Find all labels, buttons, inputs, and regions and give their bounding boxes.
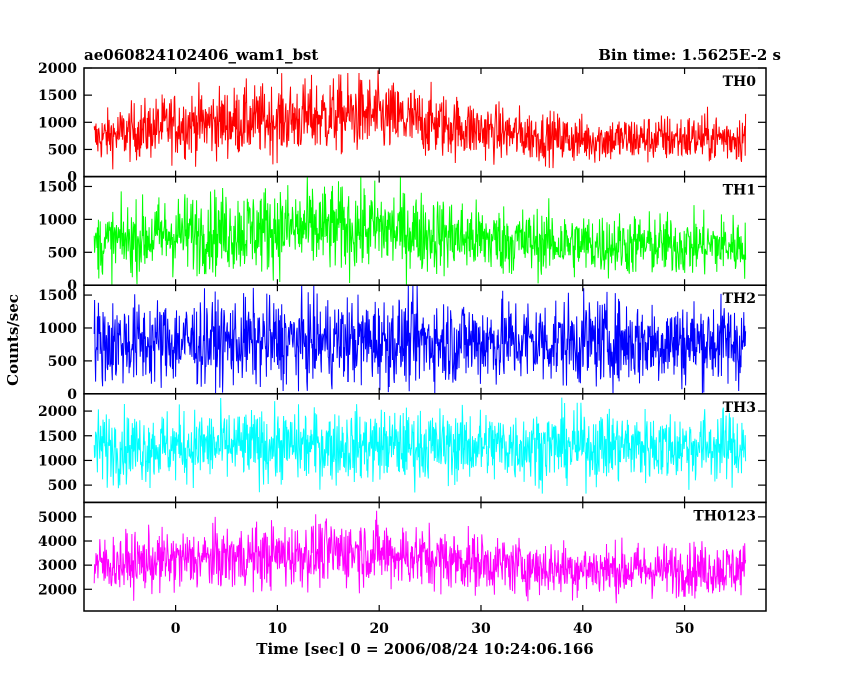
panel-th1: 0 500 1000 1500 TH1 [38, 175, 767, 294]
y-tick-label: 1000 [38, 115, 77, 131]
x-tick-label: 30 [471, 621, 491, 637]
series-line-th3 [93, 397, 747, 494]
y-tick-label: 500 [48, 245, 77, 261]
series-line-th2 [93, 285, 747, 394]
y-tick-label: 2000 [38, 582, 77, 598]
panel-th0123: 2000 3000 4000 5000 TH0123 [38, 501, 767, 612]
y-tick-label: 1500 [38, 179, 77, 195]
y-tick-label: 1000 [38, 453, 77, 469]
y-tick-label: 1500 [38, 288, 77, 304]
y-tick-label: 2000 [38, 404, 77, 420]
bin-time-label: Bin time: 1.5625E-2 s [598, 46, 781, 64]
panel-th0: 0 500 1000 1500 2000 TH0 [38, 61, 767, 186]
y-tick-label: 1000 [38, 321, 77, 337]
y-tick-label: 2000 [38, 61, 77, 77]
y-tick-label: 500 [48, 478, 77, 494]
y-tick-label: 3000 [38, 558, 77, 574]
series-line-th0 [93, 70, 747, 170]
y-tick-label: 500 [48, 142, 77, 158]
y-tick-label: 500 [48, 354, 77, 370]
panel-frame [83, 501, 767, 612]
x-tick-label: 20 [369, 621, 389, 637]
panel-label-th1: TH1 [723, 183, 756, 199]
series-line-th0123 [93, 510, 747, 604]
panel-label-th0: TH0 [723, 74, 757, 90]
panel-label-th3: TH3 [723, 400, 756, 416]
y-tick-label: 5000 [38, 510, 77, 526]
panel-label-th2: TH2 [723, 291, 756, 307]
y-tick-label: 0 [67, 170, 77, 186]
panel-th2: 0 500 1000 1500 TH2 [38, 284, 767, 403]
panel-th3: 500 1000 1500 2000 TH3 [38, 393, 767, 504]
chart-title: ae060824102406_wam1_bst [84, 46, 318, 64]
x-tick-label: 10 [268, 621, 288, 637]
panel-label-th0123: TH0123 [693, 508, 756, 524]
y-tick-label: 1500 [38, 88, 77, 104]
y-tick-label: 4000 [38, 534, 77, 550]
y-tick-label: 1000 [38, 212, 77, 228]
y-axis-title: Counts/sec [4, 294, 22, 386]
x-tick-group: 0 10 20 30 40 50 [171, 621, 695, 637]
y-tick-label: 1500 [38, 429, 77, 445]
x-tick-label: 50 [675, 621, 695, 637]
x-tick-label: 0 [171, 621, 181, 637]
y-tick-label: 0 [67, 278, 77, 294]
y-tick-label: 0 [67, 387, 77, 403]
x-tick-label: 40 [573, 621, 593, 637]
panels-group: 0 500 1000 1500 2000 TH0 0 500 1000 1500 TH1 0 500 10… [38, 61, 767, 612]
series-line-th1 [93, 176, 747, 286]
x-axis-title: Time [sec] 0 = 2006/08/24 10:24:06.166 [256, 640, 593, 658]
